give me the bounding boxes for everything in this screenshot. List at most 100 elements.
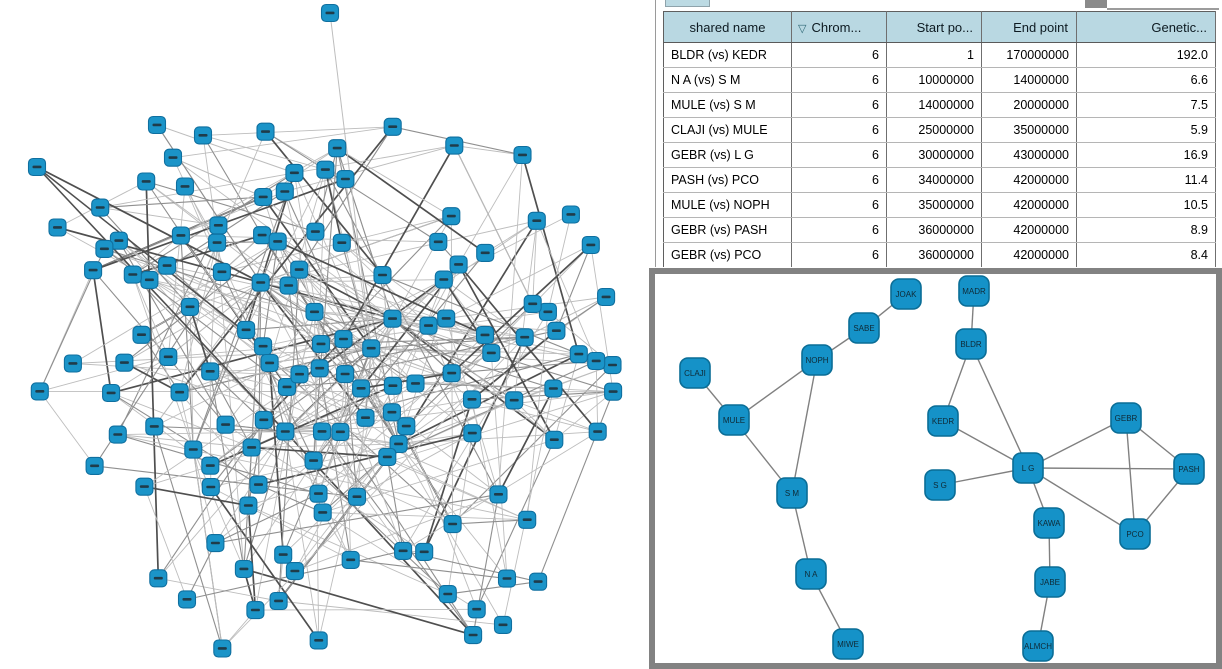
network-node[interactable] [249, 475, 268, 494]
network-node[interactable] [132, 325, 151, 344]
edge-LG-GEBR[interactable] [1027, 417, 1127, 469]
network-node[interactable] [538, 302, 557, 321]
network-node[interactable] [216, 415, 235, 434]
network-node[interactable] [277, 377, 297, 397]
node-KEDR[interactable]: KEDR [927, 405, 959, 437]
network-node[interactable] [123, 265, 142, 284]
network-node[interactable] [587, 351, 606, 371]
network-node[interactable] [515, 328, 534, 347]
table-cell[interactable]: 6.6 [1076, 67, 1216, 93]
table-cell[interactable]: 170000000 [981, 42, 1077, 68]
network-node[interactable] [383, 376, 402, 395]
network-node[interactable] [285, 562, 304, 581]
node-GEBR[interactable]: GEBR [1110, 402, 1142, 434]
table-cell[interactable]: 6 [791, 167, 887, 193]
network-node[interactable] [445, 136, 464, 155]
network-node[interactable] [91, 198, 110, 217]
table-cell[interactable]: 10000000 [886, 67, 982, 93]
network-node[interactable] [140, 270, 159, 289]
column-header-shared-name[interactable]: shared name [663, 11, 792, 43]
table-cell[interactable]: 6 [791, 42, 887, 68]
node-SG[interactable]: S G [924, 469, 956, 501]
network-node[interactable] [397, 417, 416, 436]
network-node[interactable] [523, 294, 542, 313]
network-node[interactable] [383, 117, 402, 136]
table-cell[interactable]: 34000000 [886, 167, 982, 193]
node-MULE[interactable]: MULE [718, 404, 750, 436]
table-cell[interactable]: 20000000 [981, 92, 1077, 118]
network-node[interactable] [434, 270, 453, 289]
table-row[interactable]: PASH (vs) PCO 6 34000000 42000000 11.4 [663, 167, 1216, 193]
table-cell[interactable]: 35000000 [886, 192, 982, 218]
main-network-canvas[interactable] [0, 0, 655, 669]
network-node[interactable] [320, 3, 340, 23]
edge-NOPH-SM[interactable] [791, 359, 818, 494]
network-node[interactable] [27, 157, 47, 177]
network-node[interactable] [254, 187, 273, 207]
network-node[interactable] [290, 365, 309, 384]
network-node[interactable] [415, 542, 434, 561]
network-node[interactable] [362, 339, 381, 358]
table-cell[interactable]: 14000000 [886, 92, 982, 118]
node-BLDR[interactable]: BLDR [955, 328, 987, 360]
network-node[interactable] [429, 232, 448, 251]
edge-GEBR-PCO[interactable] [1125, 417, 1136, 535]
table-cell[interactable]: MULE (vs) NOPH [663, 192, 792, 218]
table-row[interactable]: MULE (vs) NOPH 6 35000000 42000000 10.5 [663, 192, 1216, 218]
network-node[interactable] [437, 309, 456, 328]
network-node[interactable] [332, 233, 351, 252]
network-node[interactable] [108, 425, 127, 444]
table-row[interactable]: N A (vs) S M 6 10000000 14000000 6.6 [663, 67, 1216, 93]
node-MADR[interactable]: MADR [958, 275, 990, 307]
table-row[interactable]: GEBR (vs) PCO 6 36000000 42000000 8.4 [663, 242, 1216, 267]
network-node[interactable] [170, 383, 189, 402]
network-node[interactable] [497, 569, 517, 588]
filtered-network-panel[interactable]: JOAK MADR SABE BLDR NOPH CLAJI MULE KEDR GEBR L G… [649, 268, 1222, 669]
node-NA[interactable]: N A [795, 558, 827, 590]
column-header-genetic[interactable]: Genetic... [1076, 11, 1216, 43]
network-node[interactable] [158, 256, 177, 275]
table-cell[interactable]: MULE (vs) S M [663, 92, 792, 118]
network-node[interactable] [137, 172, 156, 191]
network-node[interactable] [438, 585, 457, 604]
network-node[interactable] [102, 383, 121, 403]
network-node[interactable] [84, 261, 103, 280]
network-node[interactable] [305, 302, 324, 321]
table-cell[interactable]: 6 [791, 192, 887, 218]
network-node[interactable] [467, 600, 486, 619]
network-node[interactable] [254, 337, 273, 356]
network-node[interactable] [493, 615, 513, 634]
node-NOPH[interactable]: NOPH [801, 344, 833, 376]
network-node[interactable] [513, 145, 532, 165]
network-node[interactable] [310, 359, 329, 378]
table-cell[interactable]: 6 [791, 92, 887, 118]
network-node[interactable] [419, 316, 438, 335]
network-node[interactable] [505, 391, 524, 410]
network-node[interactable] [135, 477, 154, 496]
column-header-start-po[interactable]: Start po... [886, 11, 982, 43]
network-node[interactable] [253, 226, 272, 245]
table-cell[interactable]: GEBR (vs) L G [663, 142, 792, 168]
network-node[interactable] [356, 408, 375, 427]
network-node[interactable] [237, 320, 256, 339]
network-node[interactable] [545, 430, 564, 449]
table-cell[interactable]: 36000000 [886, 217, 982, 243]
network-node[interactable] [406, 374, 425, 393]
network-node[interactable] [251, 273, 270, 292]
network-node[interactable] [581, 235, 600, 255]
network-node[interactable] [304, 451, 323, 470]
network-node[interactable] [184, 440, 203, 459]
table-cell[interactable]: GEBR (vs) PCO [663, 242, 792, 267]
table-cell[interactable]: 42000000 [981, 217, 1077, 243]
table-cell[interactable]: 10.5 [1076, 192, 1216, 218]
table-cell[interactable]: CLAJI (vs) MULE [663, 117, 792, 143]
network-node[interactable] [442, 207, 461, 226]
table-cell[interactable]: BLDR (vs) KEDR [663, 42, 792, 68]
network-node[interactable] [306, 222, 325, 241]
network-node[interactable] [449, 255, 468, 274]
network-node[interactable] [336, 170, 355, 189]
network-node[interactable] [246, 601, 265, 620]
network-node[interactable] [180, 297, 200, 316]
network-node[interactable] [268, 232, 287, 251]
network-node[interactable] [201, 478, 220, 497]
